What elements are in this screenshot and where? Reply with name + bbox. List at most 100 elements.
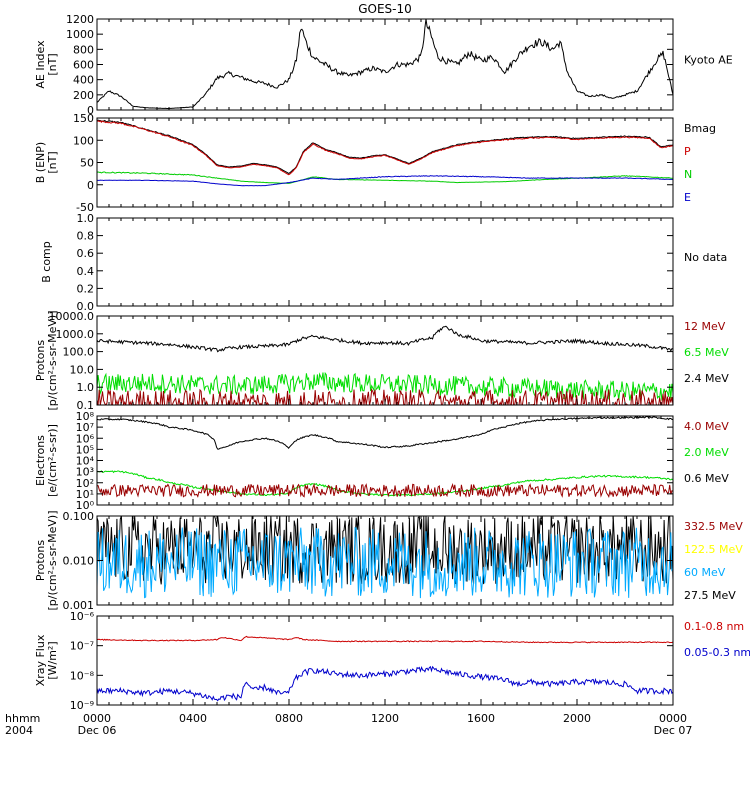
bfield-series-1 [97,120,673,176]
xray-ytick-label: 10⁻⁸ [70,669,95,682]
electrons-ytick-label: 10⁸ [76,410,95,423]
electrons-ytick-label: 10⁴ [76,455,95,468]
ae-ytick-label: 200 [73,89,94,102]
electrons-legend-entry: 4.0 MeV [684,420,729,433]
protons_low-ylabel: Protons [34,340,47,381]
time-tick-label: 2000 [563,712,591,725]
electrons-ytick-label: 10⁰ [76,499,95,512]
electrons-ytick-label: 10⁶ [76,432,95,445]
bfield-ytick-label: 150 [73,112,94,125]
xray-ytick-label: 10⁻⁷ [70,640,94,653]
protons_low-frame [96,315,674,406]
ae-ytick-label: 1200 [66,13,94,26]
bcomp-ytick-label: 0.0 [77,300,95,313]
bfield-ytick-label: 50 [80,157,94,170]
protons_low-ytick-label: 0.1 [77,399,95,412]
protons_low-legend-entry: 6.5 MeV [684,346,729,359]
electrons-ylabel: [e/(cm²-s-sr)] [46,424,59,497]
protons_high-legend-entry: 27.5 MeV [684,589,736,602]
electrons-ytick-label: 10³ [76,466,94,479]
time-tick-sublabel: Dec 07 [654,724,693,737]
electrons-ytick-label: 10² [76,477,94,490]
xray-ylabel: Xray Flux [34,634,47,686]
time-axis-prefix: hhmm [5,712,40,725]
time-tick-label: 0000 [83,712,111,725]
electrons-legend-entry: 2.0 MeV [684,446,729,459]
time-tick-label: 1600 [467,712,495,725]
ae-legend-entry: Kyoto AE [684,54,733,67]
ae-series [97,19,673,109]
bfield-legend-entry: Bmag [684,122,716,135]
protons_high-ytick-label: 0.100 [63,510,95,523]
xray-series-0 [97,635,673,644]
protons_high-legend-entry: 332.5 MeV [684,520,743,533]
bfield-ylabel: [nT] [46,151,59,173]
bfield-ytick-label: -50 [76,201,94,214]
protons_low-legend-entry: 2.4 MeV [684,372,729,385]
protons_high-ytick-label: 0.001 [63,599,95,612]
protons_low-series [97,325,673,405]
electrons-series-1 [97,470,673,497]
time-tick-label: 1200 [371,712,399,725]
protons_low-ytick-label: 10.0 [70,363,95,376]
panel-ae: 0 200 400 600 800 1000 1200 AE Index [nT] Kyoto A… [34,13,733,117]
ae-ylabel: [nT] [46,53,59,75]
xray-series-1 [97,665,673,702]
protons_high-series-0 [97,516,673,585]
ae-ytick-label: 600 [73,59,94,72]
bcomp-frame [96,217,674,307]
protons_low-ytick-label: 100.0 [63,346,95,359]
bcomp-ytick-label: 1.0 [77,212,95,225]
bfield-series-3 [97,175,673,187]
time-tick-sublabel: Dec 06 [78,724,117,737]
protons_low-ytick-label: 1.0 [77,381,95,394]
xray-ytick-label: 10⁻⁶ [70,610,95,623]
panel-bfield: -50 0 50 100 150 B (ENP) [nT] Bmag PNE [34,112,716,214]
bcomp-legend-entry: No data [684,251,727,264]
time-tick-label: 0800 [275,712,303,725]
protons_low-series-1 [97,371,673,401]
bfield-frame [96,117,674,208]
protons_high-series-1 [97,526,673,599]
time-axis-year: 2004 [5,724,33,737]
bfield-legend-entry: N [684,168,692,181]
panel-protons_high: 0.001 0.010 0.100 Protons [p/(cm²-s-sr-MeV)]… [34,510,743,612]
ae-ytick-label: 1000 [66,28,94,41]
bfield-series-0 [97,119,673,174]
time-tick-label: 0000 [659,712,687,725]
electrons-ylabel: Electrons [34,435,47,486]
bfield-series [97,119,673,187]
electrons-ytick-label: 10⁵ [76,443,94,456]
ae-ytick-label: 0 [87,104,94,117]
ae-ytick-label: 800 [73,43,94,56]
protons_high-legend-entry: 122.5 MeV [684,543,743,556]
xray-ytick-label: 10⁻⁹ [70,699,94,712]
bfield-ylabel: B (ENP) [34,142,47,183]
ae-ylabel: AE Index [34,40,47,89]
bcomp-ytick-label: 0.6 [77,247,95,260]
ae-series-0 [97,19,673,109]
bfield-ytick-label: 100 [73,134,94,147]
protons_low-ylabel: [p/(cm²-s-sr-MeV)] [46,311,59,411]
xray-series [97,635,673,702]
protons_low-ytick-label: 10000.0 [49,310,95,323]
xray-legend-entry: 0.1-0.8 nm [684,620,744,633]
electrons-ytick-label: 10⁷ [76,421,94,434]
bfield-legend-entry: P [684,145,691,158]
protons_low-legend-entry: 12 MeV [684,320,726,333]
bcomp-ytick-label: 0.2 [77,282,95,295]
panel-protons_low: 0.1 1.0 10.0 100.0 1000.0 10000.0 Protons [p/(c… [34,310,729,412]
xray-ylabel: [W/m²] [46,641,59,679]
protons_high-ylabel: Protons [34,540,47,581]
time-tick-label: 0400 [179,712,207,725]
panel-xray: 10⁻⁹ 10⁻⁸ 10⁻⁷ 10⁻⁶ Xray Flux [W/m²] 0.1-0.8 n… [34,610,750,712]
bfield-legend-entry: E [684,191,691,204]
electrons-series-2 [97,482,673,499]
ae-frame [96,18,674,111]
figure-title: GOES-10 [358,2,412,16]
protons_high-ytick-label: 0.010 [63,555,95,568]
panel-bcomp: 0.0 0.2 0.4 0.6 0.8 1.0 B comp No data [40,212,727,313]
